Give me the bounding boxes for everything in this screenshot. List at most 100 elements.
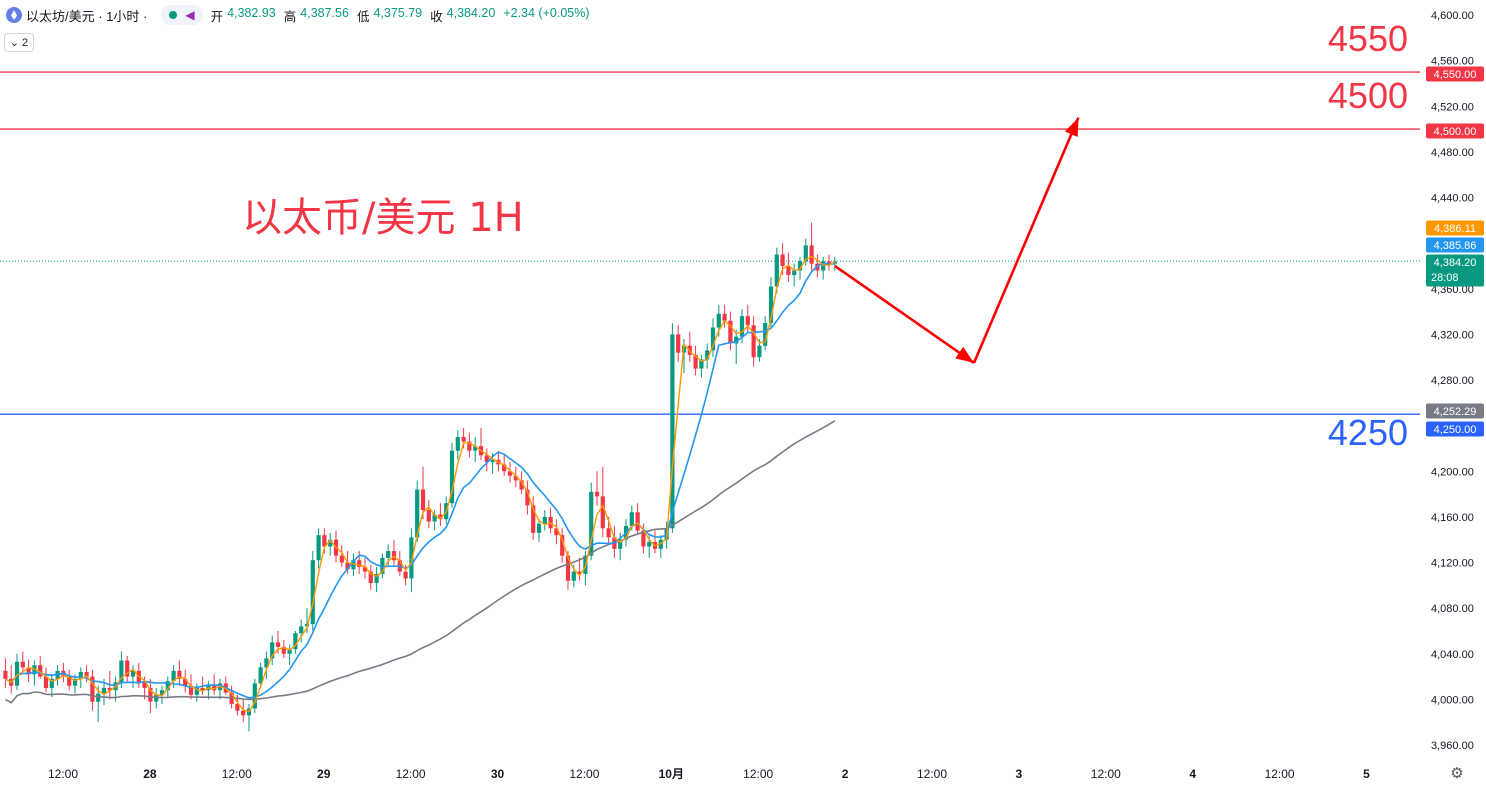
candle[interactable]: [415, 480, 420, 542]
candle[interactable]: [67, 669, 72, 691]
candle[interactable]: [751, 316, 756, 367]
candle[interactable]: [722, 304, 727, 328]
symbol-title[interactable]: 以太坊/美元 · 1小时 ·: [26, 8, 148, 24]
candle-body: [328, 539, 333, 547]
candle[interactable]: [148, 678, 153, 714]
candle[interactable]: [362, 557, 368, 579]
candle[interactable]: [745, 304, 750, 333]
candle[interactable]: [339, 545, 344, 568]
candle[interactable]: [49, 674, 54, 698]
candle[interactable]: [507, 462, 513, 483]
candle[interactable]: [368, 564, 373, 590]
candle[interactable]: [525, 480, 530, 515]
candle[interactable]: [281, 640, 286, 659]
candle[interactable]: [705, 343, 710, 369]
candle[interactable]: [513, 466, 518, 488]
candle[interactable]: [287, 644, 292, 666]
candle[interactable]: [316, 528, 321, 569]
candle[interactable]: [455, 430, 460, 460]
candle-body: [467, 441, 472, 451]
candle[interactable]: [26, 659, 31, 683]
candle[interactable]: [270, 635, 275, 666]
candle[interactable]: [734, 329, 739, 365]
candle[interactable]: [449, 442, 455, 508]
candle[interactable]: [328, 532, 333, 556]
candle[interactable]: [594, 471, 600, 506]
candle[interactable]: [542, 510, 547, 531]
candle-body: [96, 693, 101, 702]
candle[interactable]: [165, 676, 170, 698]
candle[interactable]: [531, 496, 536, 540]
candle-body: [502, 464, 507, 472]
candle[interactable]: [536, 519, 542, 542]
candle[interactable]: [84, 665, 89, 683]
candle[interactable]: [560, 528, 565, 563]
candle[interactable]: [426, 499, 431, 529]
candle[interactable]: [473, 437, 478, 463]
candle[interactable]: [96, 685, 101, 723]
candle-body: [629, 512, 634, 526]
candle[interactable]: [821, 256, 826, 280]
visibility-dot-icon[interactable]: [169, 11, 178, 19]
share-icon[interactable]: ◀: [185, 8, 195, 22]
candle-body: [235, 703, 240, 711]
candle[interactable]: [728, 311, 733, 351]
price-badge-text: 4,385.86: [1434, 240, 1477, 252]
arrow-shaft: [972, 117, 1080, 364]
candle[interactable]: [43, 667, 49, 693]
candle[interactable]: [792, 263, 797, 287]
candle[interactable]: [803, 238, 808, 266]
indicator-controls[interactable]: ◀: [161, 5, 203, 25]
candle[interactable]: [183, 669, 188, 693]
candle[interactable]: [386, 544, 391, 568]
candle[interactable]: [484, 448, 489, 472]
gear-icon[interactable]: ⚙: [1450, 765, 1464, 782]
candle[interactable]: [3, 658, 8, 688]
candle[interactable]: [763, 316, 768, 351]
candle[interactable]: [809, 222, 814, 271]
candle[interactable]: [20, 651, 25, 671]
high-label: 高: [283, 9, 297, 24]
candle[interactable]: [252, 678, 257, 714]
candle[interactable]: [264, 651, 269, 679]
time-tick: 29: [317, 767, 331, 781]
candle[interactable]: [670, 322, 675, 533]
candle[interactable]: [258, 662, 263, 688]
candle[interactable]: [293, 630, 298, 654]
candle[interactable]: [577, 557, 582, 581]
candle[interactable]: [420, 466, 426, 520]
candle[interactable]: [589, 482, 594, 561]
candle[interactable]: [125, 656, 130, 683]
candle[interactable]: [299, 619, 304, 643]
candle-body: [432, 514, 437, 522]
candle[interactable]: [467, 432, 472, 458]
price-tick: 4,480.00: [1431, 147, 1474, 159]
candle[interactable]: [38, 656, 43, 679]
collapse-indicators-button[interactable]: ⌄ 2: [4, 33, 34, 52]
candle[interactable]: [710, 318, 716, 358]
candle[interactable]: [154, 687, 159, 709]
candle[interactable]: [826, 254, 832, 271]
candle[interactable]: [693, 345, 698, 376]
candle[interactable]: [676, 325, 681, 362]
candle[interactable]: [241, 699, 246, 723]
candle[interactable]: [786, 252, 791, 282]
candle[interactable]: [380, 553, 385, 579]
candle[interactable]: [635, 503, 640, 536]
candle[interactable]: [177, 660, 182, 686]
candle[interactable]: [90, 669, 95, 711]
candle[interactable]: [310, 551, 315, 631]
candle[interactable]: [438, 503, 443, 526]
candle[interactable]: [432, 510, 437, 531]
candle[interactable]: [600, 466, 605, 538]
candle[interactable]: [554, 519, 559, 545]
candle[interactable]: [14, 653, 20, 691]
candle[interactable]: [699, 354, 704, 378]
candle[interactable]: [374, 567, 379, 593]
candle[interactable]: [351, 553, 356, 577]
candle-body: [734, 336, 739, 344]
candle[interactable]: [194, 683, 199, 702]
candle-body: [72, 678, 78, 686]
